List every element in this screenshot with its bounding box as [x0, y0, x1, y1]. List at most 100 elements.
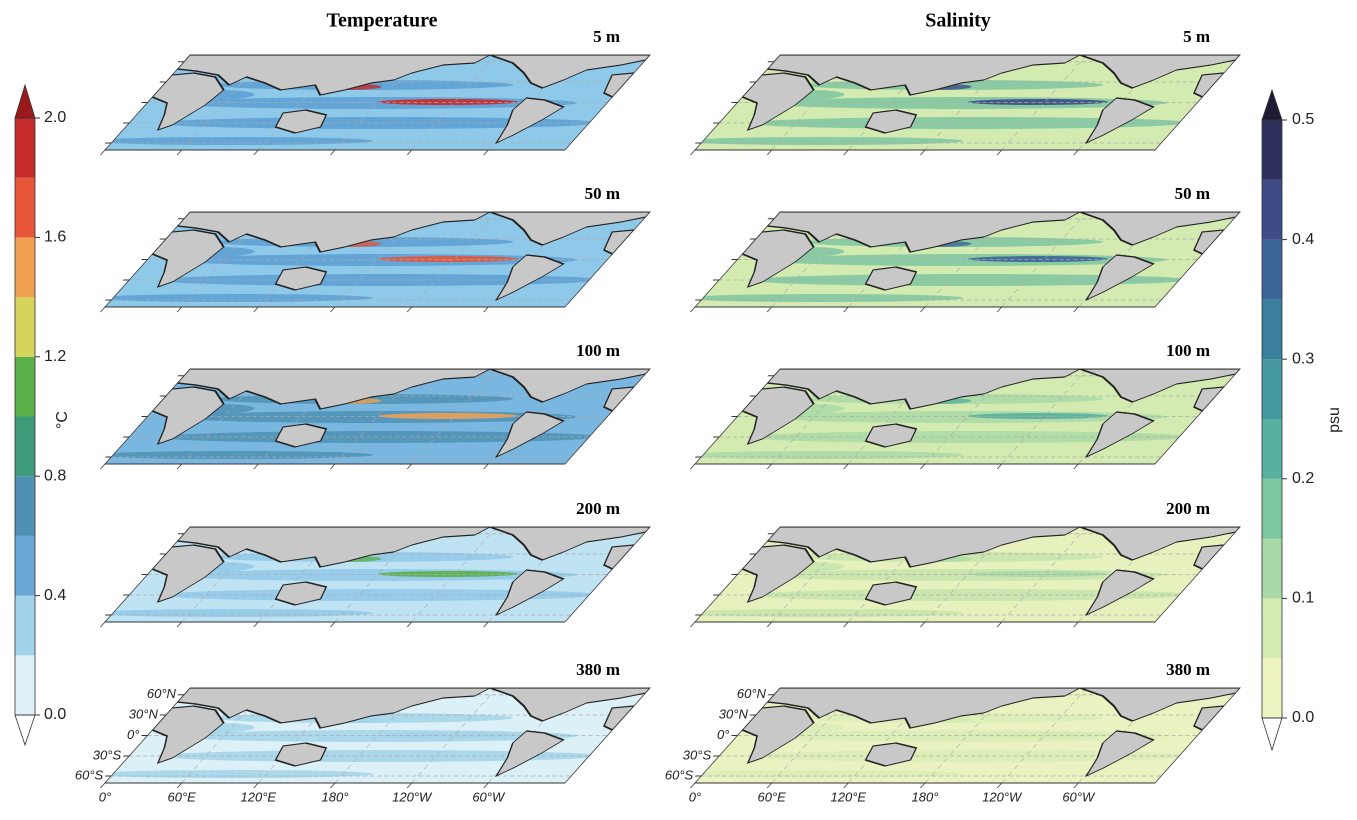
colorbar-extend: [14, 714, 36, 747]
land: [864, 266, 918, 291]
lat-label: 30°N: [719, 706, 749, 721]
tick: [766, 464, 773, 469]
colorbar-band: [15, 416, 35, 477]
land: [741, 386, 815, 445]
tick: [100, 464, 106, 469]
land: [494, 569, 565, 617]
colorbar-tick-label: 2.0: [44, 109, 66, 126]
tick: [176, 783, 183, 788]
graticule: [1001, 212, 1088, 307]
tick: [406, 783, 413, 788]
colorbar-tick-label: 0.2: [1292, 470, 1314, 487]
ocean-band: [159, 750, 600, 762]
map-body: [694, 688, 1240, 783]
colorbar-band: [1262, 419, 1282, 479]
tick: [996, 150, 1003, 155]
land: [741, 705, 815, 764]
lon-label: 60°W: [1062, 789, 1096, 804]
land: [766, 212, 1083, 253]
ocean-band: [749, 589, 1190, 601]
lat-label: 30°N: [129, 706, 159, 721]
colorbar-band: [1262, 179, 1282, 240]
tick: [843, 622, 849, 627]
graticule: [411, 212, 498, 307]
colorbar-tick-label: 0.4: [44, 587, 66, 604]
lon-label: 0°: [99, 789, 111, 804]
land: [864, 581, 918, 606]
land: [176, 212, 493, 253]
ocean-feature: [377, 732, 518, 738]
tick: [176, 307, 183, 312]
tick: [253, 622, 259, 627]
map-body: [694, 527, 1240, 622]
column-title: Salinity: [925, 10, 991, 32]
colorbar-band: [1262, 239, 1282, 300]
map: [690, 211, 1241, 312]
lon-label: 120°W: [392, 789, 433, 804]
graticule: [1001, 527, 1088, 622]
tick: [766, 783, 773, 788]
tick: [843, 150, 849, 155]
land: [274, 742, 328, 767]
map: [690, 687, 1241, 788]
tick: [176, 622, 183, 627]
ocean-band: [159, 431, 600, 443]
colorbar-band: [1262, 120, 1282, 180]
depth-label: 100 m: [576, 341, 620, 360]
lat-label: 30°S: [93, 747, 122, 762]
tick: [920, 783, 926, 788]
tick: [920, 307, 926, 312]
tick: [843, 464, 849, 469]
land: [864, 742, 918, 767]
tick: [690, 150, 696, 155]
land: [494, 411, 565, 459]
depth-label: 380 m: [1166, 660, 1210, 679]
lat-label: 60°S: [665, 767, 694, 782]
tick: [253, 307, 259, 312]
ocean-feature: [377, 571, 518, 577]
ocean-band: [749, 117, 1190, 129]
depth-label: 50 m: [1175, 184, 1210, 203]
tick: [100, 622, 106, 627]
land: [766, 369, 1083, 410]
tick: [843, 307, 849, 312]
tick: [330, 307, 336, 312]
tick: [100, 307, 106, 312]
lon-label: 120°E: [831, 789, 867, 804]
lon-label: 180°: [912, 789, 939, 804]
land: [864, 109, 918, 134]
land: [1084, 254, 1155, 302]
land: [766, 55, 1083, 96]
land: [1084, 569, 1155, 617]
tick: [996, 783, 1003, 788]
colorbar-extend: [1261, 717, 1283, 752]
tick: [843, 783, 849, 788]
tick: [330, 783, 336, 788]
graticule: [411, 369, 498, 464]
colorbar-band: [1262, 598, 1282, 659]
ocean-band: [749, 431, 1190, 443]
tick: [690, 307, 696, 312]
tick: [483, 622, 489, 627]
tick: [920, 464, 926, 469]
tick: [1073, 307, 1079, 312]
lon-label: 120°W: [982, 789, 1023, 804]
depth-label: 100 m: [1166, 341, 1210, 360]
colorbar-label: psu: [1326, 407, 1343, 433]
colorbar-frame: [1261, 119, 1283, 719]
colorbar-extend: [1261, 88, 1283, 121]
lat-label: 0°: [717, 727, 729, 742]
colorbar-band: [1262, 478, 1282, 539]
land: [151, 386, 225, 445]
tick: [406, 307, 413, 312]
tick: [253, 783, 259, 788]
colorbar-label: °C: [54, 411, 71, 429]
tick: [483, 464, 489, 469]
tick: [1073, 783, 1079, 788]
tick: [483, 150, 489, 155]
tick: [483, 307, 489, 312]
tick: [690, 622, 696, 627]
column-title: Temperature: [326, 10, 437, 32]
tick: [766, 150, 773, 155]
